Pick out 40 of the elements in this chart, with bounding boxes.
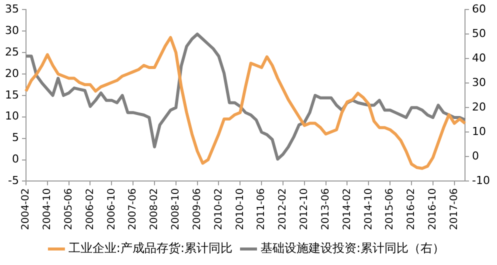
y-tick-label: 35: [4, 2, 19, 16]
x-tick-label: 2013-06: [320, 188, 332, 230]
y-tick-label: 10: [4, 110, 19, 123]
x-tick-label: 2014-10: [363, 188, 374, 230]
y2-tick-label: 50: [472, 26, 486, 40]
x-tick-label: 2015-06: [384, 188, 396, 230]
y2-tick-label: -10: [472, 174, 490, 188]
x-tick-label: 2009-06: [192, 188, 203, 230]
y2-tick-label: 40: [472, 51, 486, 64]
x-tick-label: 2006-10: [106, 188, 118, 230]
legend-label: 工业企业:产成品存货:累计同比: [68, 241, 233, 256]
x-tick-label: 2010-02: [213, 188, 224, 230]
x-tick-label: 2006-02: [84, 188, 96, 230]
x-tick-label: 2005-06: [63, 188, 74, 230]
y-tick-label: 0: [12, 152, 19, 166]
x-tick-label: 2016-02: [406, 188, 418, 230]
x-tick-label: 2012-10: [299, 188, 310, 230]
y2-tick-label: 60: [472, 2, 486, 16]
x-tick-label: 2008-02: [149, 188, 160, 230]
y2-tick-label: 10: [472, 125, 486, 138]
x-tick-label: 2008-10: [170, 188, 182, 230]
x-tick-label: 2017-06: [448, 188, 460, 230]
y-tick-label: 5: [12, 131, 19, 144]
y2-tick-label: 30: [472, 76, 486, 90]
x-tick-label: 2010-10: [234, 188, 246, 230]
y-tick-label: 30: [4, 24, 19, 37]
y-tick-label: -5: [8, 174, 19, 188]
y-tick-label: 15: [4, 88, 19, 102]
x-tick-label: 2014-02: [342, 188, 353, 230]
y-tick-label: 25: [4, 45, 19, 58]
x-tick-label: 2011-06: [256, 188, 268, 230]
y2-tick-label: 0: [472, 150, 480, 163]
x-tick-label: 2016-10: [428, 188, 439, 230]
x-tick-label: 2004-10: [42, 188, 54, 230]
x-tick-label: 2007-06: [128, 188, 139, 230]
y-tick-label: 20: [4, 66, 19, 80]
x-tick-label: 2012-02: [278, 188, 289, 230]
legend-label: 基础设施建设投资:累计同比（右）: [260, 241, 445, 256]
y2-tick-label: 20: [472, 100, 486, 114]
x-tick-label: 2004-02: [20, 188, 32, 230]
